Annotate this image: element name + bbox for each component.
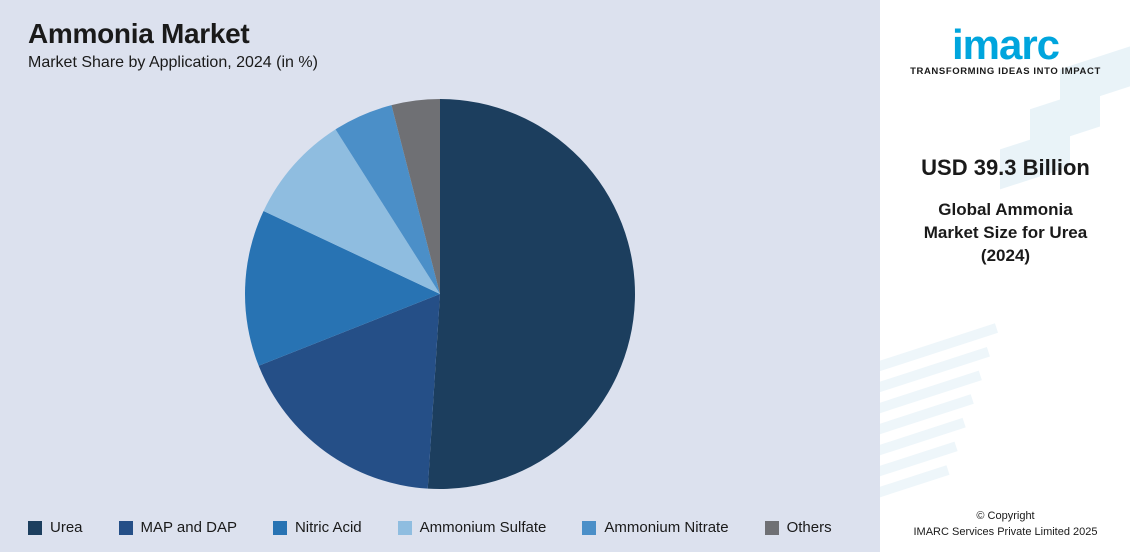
stat-label-line: (2024) [921,245,1090,268]
side-content: imarc TRANSFORMING IDEAS INTO IMPACT USD… [880,0,1131,268]
legend-label: Urea [50,519,83,536]
logo: imarc TRANSFORMING IDEAS INTO IMPACT [910,26,1101,77]
copyright-line: © Copyright [880,509,1131,524]
side-panel: imarc TRANSFORMING IDEAS INTO IMPACT USD… [880,0,1131,552]
legend-item: Ammonium Sulfate [398,519,547,536]
legend-item: Urea [28,519,83,536]
root: Ammonia Market Market Share by Applicati… [0,0,1131,552]
main-panel: Ammonia Market Market Share by Applicati… [0,0,880,552]
copyright-line: IMARC Services Private Limited 2025 [880,525,1131,540]
legend: Urea MAP and DAP Nitric Acid Ammonium Sulfa… [28,515,852,538]
stat-label: Global Ammonia Market Size for Urea (202… [921,199,1090,268]
legend-item: Others [765,519,832,536]
legend-item: MAP and DAP [119,519,237,536]
stat-value: USD 39.3 Billion [921,155,1090,181]
legend-swatch [119,521,133,535]
page-title: Ammonia Market [28,18,852,50]
legend-swatch [28,521,42,535]
legend-swatch [398,521,412,535]
pie-chart [28,84,852,504]
legend-label: Ammonium Nitrate [604,519,728,536]
stat-label-line: Global Ammonia [921,199,1090,222]
legend-item: Nitric Acid [273,519,362,536]
stat-block: USD 39.3 Billion Global Ammonia Market S… [903,155,1108,268]
legend-label: Nitric Acid [295,519,362,536]
stat-label-line: Market Size for Urea [921,222,1090,245]
copyright: © Copyright IMARC Services Private Limit… [880,509,1131,540]
legend-swatch [273,521,287,535]
chart-area [28,72,852,515]
legend-swatch [765,521,779,535]
logo-tagline: TRANSFORMING IDEAS INTO IMPACT [910,66,1101,77]
legend-label: Ammonium Sulfate [420,519,547,536]
legend-label: Others [787,519,832,536]
logo-wordmark: imarc [910,26,1101,64]
legend-label: MAP and DAP [141,519,237,536]
legend-item: Ammonium Nitrate [582,519,728,536]
page-subtitle: Market Share by Application, 2024 (in %) [28,54,852,72]
pie-slice [428,99,635,489]
legend-swatch [582,521,596,535]
